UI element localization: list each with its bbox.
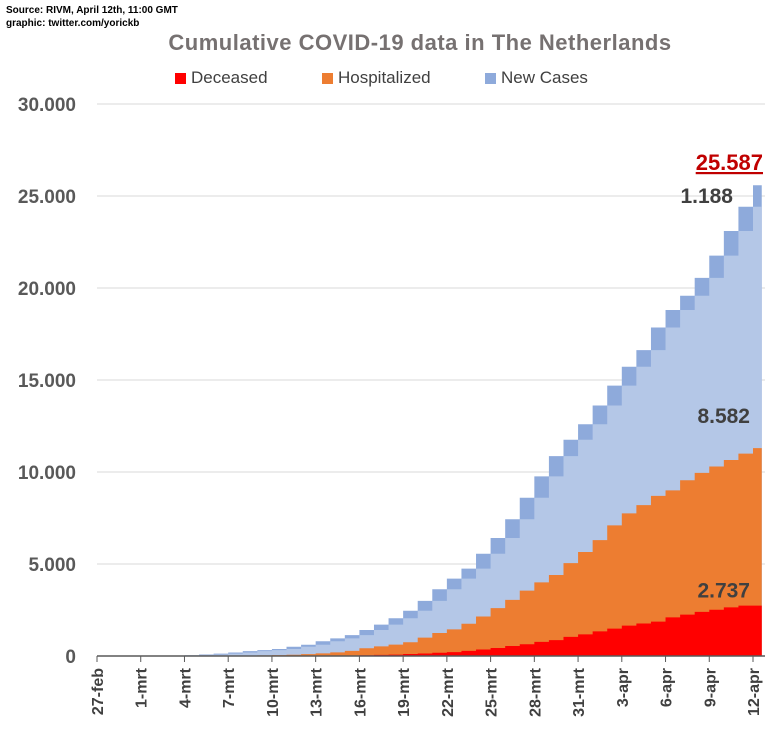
legend-item-new-cases: New Cases [485, 68, 588, 88]
hospitalized-label: 8.582 [697, 405, 750, 428]
chart-title: Cumulative COVID-19 data in The Netherla… [168, 30, 672, 55]
x-tick-label: 25-mrt [484, 667, 501, 717]
legend-swatch-new-cases [485, 72, 496, 84]
series-area-hospitalized [97, 448, 762, 656]
x-tick-label: 9-apr [702, 668, 719, 707]
graphic-credit: graphic: twitter.com/yorickb [6, 18, 140, 29]
legend-label-hospitalized: Hospitalized [338, 68, 431, 87]
x-tick-label: 31-mrt [571, 667, 588, 717]
x-tick-label: 16-mrt [352, 667, 369, 717]
x-tick-label: 4-mrt [177, 667, 194, 708]
x-tick-label: 19-mrt [396, 667, 413, 717]
new-cases-increment-label: 1.188 [680, 185, 733, 208]
x-tick-label: 13-mrt [309, 667, 326, 717]
x-tick-label: 27-feb [90, 668, 107, 715]
x-tick-label: 10-mrt [265, 667, 282, 717]
y-tick-label: 5.000 [28, 555, 76, 576]
y-tick-label: 25.000 [18, 187, 76, 208]
x-tick-label: 7-mrt [221, 667, 238, 708]
legend-swatch-deceased [175, 72, 186, 84]
legend-item-deceased: Deceased [175, 68, 268, 88]
series-area-deceased [97, 605, 762, 656]
total-cases-label: 25.587 [696, 150, 763, 175]
legend-label-deceased: Deceased [191, 68, 268, 87]
x-tick-label: 22-mrt [440, 667, 457, 717]
x-tick-label: 1-mrt [134, 667, 151, 708]
source-line: Source: RIVM, April 12th, 11:00 GMT [6, 5, 178, 16]
y-tick-label: 20.000 [18, 279, 76, 300]
legend-item-hospitalized: Hospitalized [322, 68, 431, 88]
x-tick-label: 12-apr [746, 668, 763, 716]
source-note: Source: RIVM, April 12th, 11:00 GMT grap… [6, 4, 178, 30]
y-tick-label: 15.000 [18, 371, 76, 392]
x-tick-label: 6-apr [659, 668, 676, 707]
y-tick-label: 30.000 [18, 95, 76, 116]
legend: Deceased Hospitalized New Cases [0, 68, 768, 90]
deceased-label: 2.737 [697, 580, 750, 603]
legend-swatch-hospitalized [322, 72, 333, 84]
x-tick-label: 3-apr [615, 668, 632, 707]
y-tick-label: 10.000 [18, 463, 76, 484]
x-tick-label: 28-mrt [527, 667, 544, 717]
legend-label-new-cases: New Cases [501, 68, 588, 87]
y-tick-label: 0 [65, 647, 76, 668]
